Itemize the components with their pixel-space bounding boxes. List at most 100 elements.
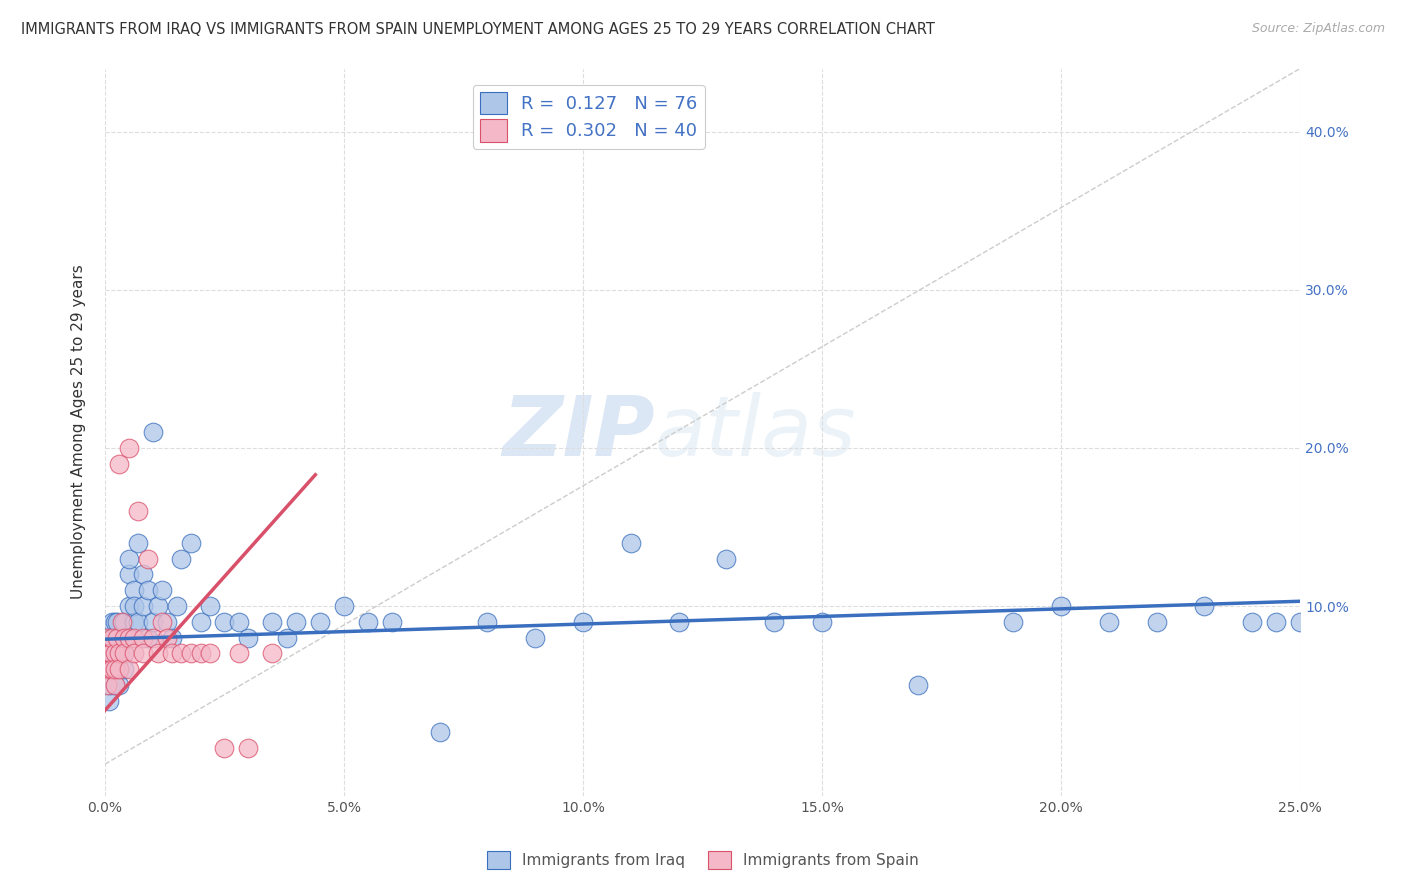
- Point: [127, 535, 149, 549]
- Point: [112, 631, 135, 645]
- Point: [108, 662, 131, 676]
- Point: [142, 425, 165, 439]
- Point: [276, 631, 298, 645]
- Point: [127, 615, 149, 629]
- Point: [112, 647, 135, 661]
- Point: [1289, 615, 1312, 629]
- Point: [122, 647, 145, 661]
- Point: [190, 647, 212, 661]
- Point: [214, 741, 236, 756]
- Point: [1002, 615, 1025, 629]
- Point: [97, 631, 120, 645]
- Point: [122, 599, 145, 613]
- Point: [1098, 615, 1121, 629]
- Point: [101, 662, 124, 676]
- Point: [103, 647, 125, 661]
- Text: Source: ZipAtlas.com: Source: ZipAtlas.com: [1251, 22, 1385, 36]
- Point: [811, 615, 834, 629]
- Point: [108, 647, 131, 661]
- Point: [105, 647, 128, 661]
- Point: [108, 457, 131, 471]
- Point: [228, 647, 250, 661]
- Point: [100, 631, 122, 645]
- Text: ZIP: ZIP: [502, 392, 655, 473]
- Point: [111, 615, 134, 629]
- Point: [136, 551, 159, 566]
- Point: [105, 631, 128, 645]
- Point: [103, 678, 125, 692]
- Legend: R =  0.127   N = 76, R =  0.302   N = 40: R = 0.127 N = 76, R = 0.302 N = 40: [472, 85, 704, 149]
- Point: [101, 647, 124, 661]
- Point: [118, 567, 141, 582]
- Point: [112, 662, 135, 676]
- Point: [429, 725, 451, 739]
- Point: [620, 535, 643, 549]
- Point: [98, 662, 121, 676]
- Legend: Immigrants from Iraq, Immigrants from Spain: Immigrants from Iraq, Immigrants from Sp…: [481, 845, 925, 875]
- Point: [122, 631, 145, 645]
- Point: [238, 631, 260, 645]
- Point: [150, 615, 173, 629]
- Point: [907, 678, 929, 692]
- Point: [104, 662, 127, 676]
- Point: [716, 551, 738, 566]
- Point: [115, 631, 138, 645]
- Point: [118, 662, 141, 676]
- Point: [108, 662, 131, 676]
- Point: [190, 615, 212, 629]
- Point: [112, 615, 135, 629]
- Point: [111, 631, 134, 645]
- Point: [118, 631, 141, 645]
- Point: [668, 615, 690, 629]
- Point: [103, 662, 125, 676]
- Point: [101, 631, 124, 645]
- Point: [524, 631, 547, 645]
- Point: [1050, 599, 1073, 613]
- Point: [285, 615, 308, 629]
- Point: [1146, 615, 1168, 629]
- Point: [333, 599, 356, 613]
- Point: [101, 615, 124, 629]
- Point: [100, 662, 122, 676]
- Point: [146, 647, 169, 661]
- Point: [105, 615, 128, 629]
- Point: [357, 615, 380, 629]
- Point: [132, 599, 155, 613]
- Point: [96, 662, 118, 676]
- Point: [108, 647, 131, 661]
- Point: [156, 631, 179, 645]
- Point: [136, 631, 159, 645]
- Point: [142, 615, 165, 629]
- Point: [103, 631, 125, 645]
- Point: [103, 678, 125, 692]
- Point: [262, 615, 284, 629]
- Point: [146, 599, 169, 613]
- Point: [1241, 615, 1264, 629]
- Point: [228, 615, 250, 629]
- Point: [103, 615, 125, 629]
- Point: [572, 615, 595, 629]
- Point: [142, 631, 165, 645]
- Point: [132, 631, 155, 645]
- Point: [118, 551, 141, 566]
- Point: [118, 599, 141, 613]
- Point: [118, 441, 141, 455]
- Point: [214, 615, 236, 629]
- Point: [96, 662, 118, 676]
- Point: [97, 694, 120, 708]
- Point: [166, 599, 188, 613]
- Point: [180, 647, 202, 661]
- Point: [100, 647, 122, 661]
- Point: [160, 631, 183, 645]
- Point: [98, 647, 121, 661]
- Point: [122, 615, 145, 629]
- Point: [150, 583, 173, 598]
- Point: [1265, 615, 1288, 629]
- Point: [108, 678, 131, 692]
- Point: [98, 678, 121, 692]
- Point: [763, 615, 786, 629]
- Point: [170, 647, 193, 661]
- Point: [132, 567, 155, 582]
- Point: [180, 535, 202, 549]
- Point: [127, 504, 149, 518]
